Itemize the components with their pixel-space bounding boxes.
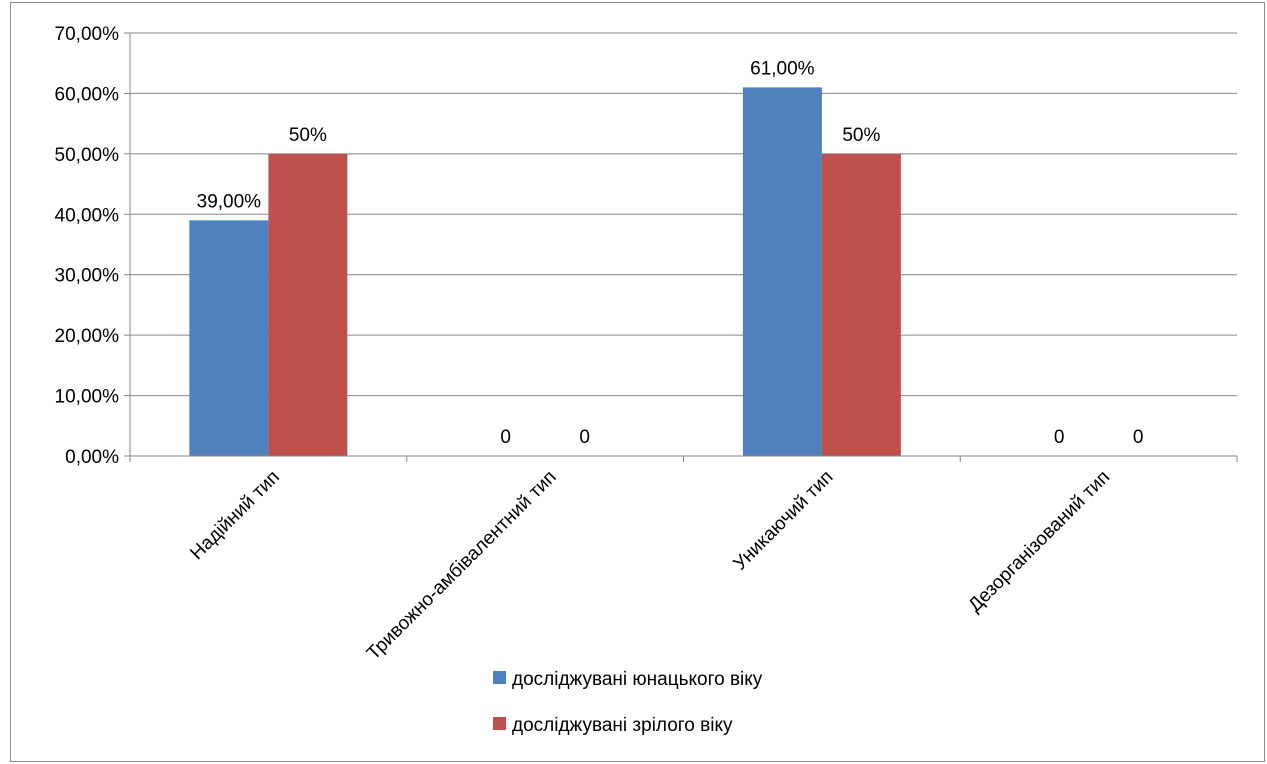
data-label: 39,00% <box>197 191 262 212</box>
data-label: 0 <box>579 427 590 448</box>
x-tick-label: Дезорганізований тип <box>965 467 1115 617</box>
legend: досліджувані юнацького віку досліджувані … <box>493 669 763 736</box>
legend-swatch <box>493 717 506 730</box>
y-tick-label: 60,00% <box>55 84 120 105</box>
data-label: 50% <box>842 125 880 146</box>
y-tick-label: 20,00% <box>55 326 120 347</box>
bar <box>742 87 822 456</box>
y-tick-label: 10,00% <box>55 387 120 408</box>
data-label: 0 <box>500 427 511 448</box>
legend-label: досліджувані юнацького віку <box>512 669 763 690</box>
data-label: 0 <box>1133 427 1144 448</box>
data-label: 61,00% <box>750 58 815 79</box>
bars <box>189 87 901 456</box>
y-tick-label: 50,00% <box>55 145 120 166</box>
y-tick-label: 70,00% <box>55 24 120 45</box>
data-labels: 39,00% 0 61,00% 0 50% 0 50% 0 <box>197 58 1144 448</box>
x-tick-label: Тривожно-амбівалентний тип <box>363 467 561 665</box>
y-tick-label: 40,00% <box>55 205 120 226</box>
legend-label: досліджувані зрілого віку <box>512 715 733 736</box>
x-tick-label: Надійний тип <box>186 467 283 564</box>
bar <box>189 220 269 456</box>
data-label: 50% <box>289 125 327 146</box>
y-tick-label: 30,00% <box>55 266 120 287</box>
bar <box>821 153 901 456</box>
bar <box>268 153 348 456</box>
y-tick-label: 0,00% <box>65 447 119 468</box>
data-label: 0 <box>1054 427 1065 448</box>
x-tick-label: Уникаючий тип <box>730 467 838 575</box>
legend-swatch <box>493 671 506 684</box>
